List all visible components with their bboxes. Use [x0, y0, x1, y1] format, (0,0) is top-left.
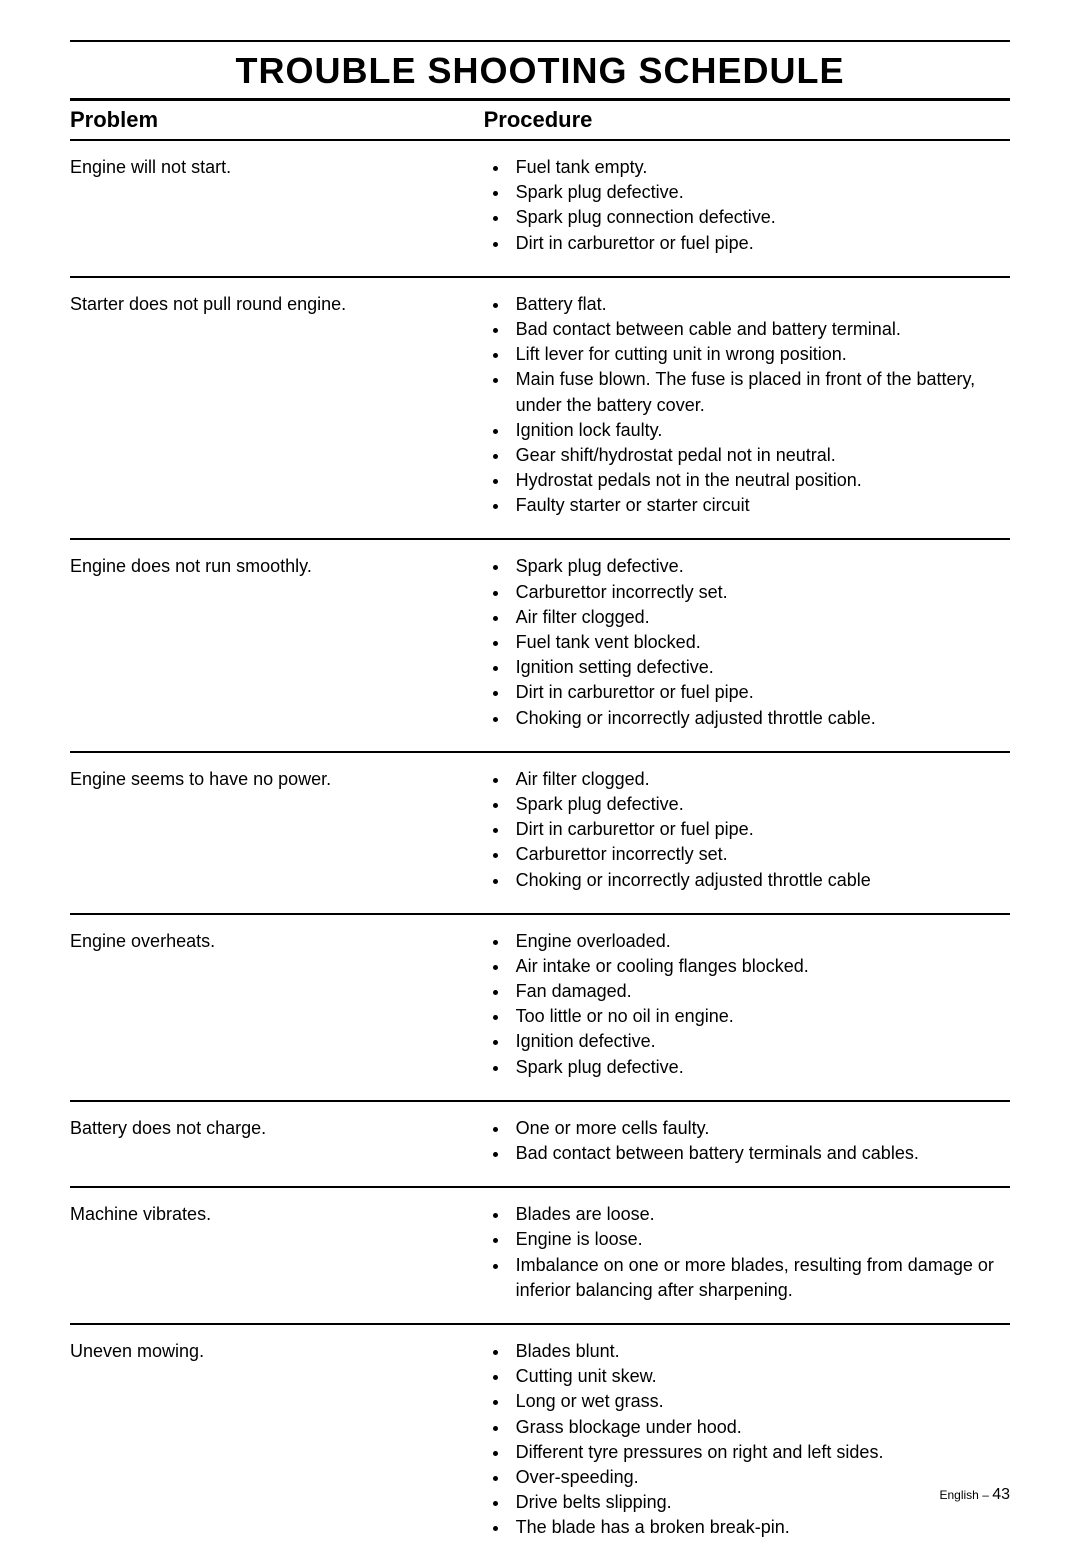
procedure-cell: Spark plug defective.Carburettor incorre…	[484, 554, 1010, 730]
procedure-item: Drive belts slipping.	[510, 1490, 1010, 1515]
procedure-cell: Air filter clogged.Spark plug defective.…	[484, 767, 1010, 893]
problem-label: Engine overheats.	[70, 929, 484, 954]
problem-cell: Engine overheats.	[70, 929, 484, 1080]
procedure-item: Faulty starter or starter circuit	[510, 493, 1010, 518]
procedure-item: Ignition setting defective.	[510, 655, 1010, 680]
problem-label: Uneven mowing.	[70, 1339, 484, 1364]
procedure-item: Bad contact between battery terminals an…	[510, 1141, 1010, 1166]
section-row: Starter does not pull round engine.Batte…	[70, 276, 1010, 539]
problem-cell: Starter does not pull round engine.	[70, 292, 484, 519]
section-row: Engine will not start.Fuel tank empty.Sp…	[70, 139, 1010, 276]
procedure-list: One or more cells faulty.Bad contact bet…	[484, 1116, 1010, 1166]
procedure-item: Imbalance on one or more blades, resulti…	[510, 1253, 1010, 1303]
footer-lang: English –	[940, 1488, 993, 1502]
procedure-item: Spark plug defective.	[510, 792, 1010, 817]
procedure-item: Long or wet grass.	[510, 1389, 1010, 1414]
procedure-item: Fan damaged.	[510, 979, 1010, 1004]
procedure-item: Fuel tank vent blocked.	[510, 630, 1010, 655]
page-footer: English – 43	[940, 1486, 1011, 1504]
footer-page-number: 43	[992, 1486, 1010, 1503]
problem-label: Engine will not start.	[70, 155, 484, 180]
procedure-item: Choking or incorrectly adjusted throttle…	[510, 868, 1010, 893]
procedure-item: Dirt in carburettor or fuel pipe.	[510, 817, 1010, 842]
procedure-item: Grass blockage under hood.	[510, 1415, 1010, 1440]
procedure-list: Engine overloaded.Air intake or cooling …	[484, 929, 1010, 1080]
procedure-list: Blades blunt.Cutting unit skew.Long or w…	[484, 1339, 1010, 1541]
section-row: Engine does not run smoothly.Spark plug …	[70, 538, 1010, 750]
procedure-list: Blades are loose.Engine is loose.Imbalan…	[484, 1202, 1010, 1303]
section-row: Engine seems to have no power.Air filter…	[70, 751, 1010, 913]
problem-cell: Uneven mowing.	[70, 1339, 484, 1541]
procedure-item: Battery flat.	[510, 292, 1010, 317]
procedure-list: Battery flat.Bad contact between cable a…	[484, 292, 1010, 519]
procedure-item: Ignition defective.	[510, 1029, 1010, 1054]
procedure-item: Air filter clogged.	[510, 767, 1010, 792]
procedure-cell: Blades are loose.Engine is loose.Imbalan…	[484, 1202, 1010, 1303]
procedure-cell: Engine overloaded.Air intake or cooling …	[484, 929, 1010, 1080]
procedure-item: One or more cells faulty.	[510, 1116, 1010, 1141]
procedure-cell: Blades blunt.Cutting unit skew.Long or w…	[484, 1339, 1010, 1541]
procedure-item: Too little or no oil in engine.	[510, 1004, 1010, 1029]
procedure-item: Spark plug defective.	[510, 1055, 1010, 1080]
header-procedure: Procedure	[484, 107, 1010, 133]
procedure-item: Carburettor incorrectly set.	[510, 580, 1010, 605]
procedure-item: Cutting unit skew.	[510, 1364, 1010, 1389]
problem-label: Engine seems to have no power.	[70, 767, 484, 792]
procedure-cell: Battery flat.Bad contact between cable a…	[484, 292, 1010, 519]
problem-label: Engine does not run smoothly.	[70, 554, 484, 579]
procedure-item: Main fuse blown. The fuse is placed in f…	[510, 367, 1010, 417]
procedure-item: Fuel tank empty.	[510, 155, 1010, 180]
page: TROUBLE SHOOTING SCHEDULE Problem Proced…	[0, 0, 1080, 1528]
procedure-item: Engine overloaded.	[510, 929, 1010, 954]
section-row: Battery does not charge.One or more cell…	[70, 1100, 1010, 1186]
procedure-cell: One or more cells faulty.Bad contact bet…	[484, 1116, 1010, 1166]
procedure-item: Air intake or cooling flanges blocked.	[510, 954, 1010, 979]
section-row: Uneven mowing.Blades blunt.Cutting unit …	[70, 1323, 1010, 1560]
procedure-item: Ignition lock faulty.	[510, 418, 1010, 443]
procedure-item: Choking or incorrectly adjusted throttle…	[510, 706, 1010, 731]
problem-cell: Battery does not charge.	[70, 1116, 484, 1166]
procedure-item: Engine is loose.	[510, 1227, 1010, 1252]
procedure-list: Spark plug defective.Carburettor incorre…	[484, 554, 1010, 730]
procedure-list: Air filter clogged.Spark plug defective.…	[484, 767, 1010, 893]
procedure-item: Hydrostat pedals not in the neutral posi…	[510, 468, 1010, 493]
problem-cell: Engine does not run smoothly.	[70, 554, 484, 730]
procedure-item: Spark plug defective.	[510, 180, 1010, 205]
problem-label: Machine vibrates.	[70, 1202, 484, 1227]
procedure-item: Blades are loose.	[510, 1202, 1010, 1227]
rows-container: Engine will not start.Fuel tank empty.Sp…	[70, 139, 1010, 1560]
problem-cell: Engine seems to have no power.	[70, 767, 484, 893]
problem-cell: Machine vibrates.	[70, 1202, 484, 1303]
procedure-item: Lift lever for cutting unit in wrong pos…	[510, 342, 1010, 367]
procedure-item: Different tyre pressures on right and le…	[510, 1440, 1010, 1465]
section-row: Engine overheats.Engine overloaded.Air i…	[70, 913, 1010, 1100]
procedure-item: Over-speeding.	[510, 1465, 1010, 1490]
procedure-item: Gear shift/hydrostat pedal not in neutra…	[510, 443, 1010, 468]
problem-cell: Engine will not start.	[70, 155, 484, 256]
procedure-item: Spark plug defective.	[510, 554, 1010, 579]
top-rule	[70, 40, 1010, 42]
procedure-item: Spark plug connection defective.	[510, 205, 1010, 230]
page-title: TROUBLE SHOOTING SCHEDULE	[70, 50, 1010, 92]
procedure-list: Fuel tank empty.Spark plug defective.Spa…	[484, 155, 1010, 256]
procedure-item: Dirt in carburettor or fuel pipe.	[510, 231, 1010, 256]
problem-label: Battery does not charge.	[70, 1116, 484, 1141]
procedure-item: Dirt in carburettor or fuel pipe.	[510, 680, 1010, 705]
procedure-item: Air filter clogged.	[510, 605, 1010, 630]
procedure-item: Bad contact between cable and battery te…	[510, 317, 1010, 342]
procedure-item: Carburettor incorrectly set.	[510, 842, 1010, 867]
procedure-cell: Fuel tank empty.Spark plug defective.Spa…	[484, 155, 1010, 256]
column-headers: Problem Procedure	[70, 101, 1010, 139]
procedure-item: Blades blunt.	[510, 1339, 1010, 1364]
problem-label: Starter does not pull round engine.	[70, 292, 484, 317]
section-row: Machine vibrates.Blades are loose.Engine…	[70, 1186, 1010, 1323]
header-problem: Problem	[70, 107, 484, 133]
